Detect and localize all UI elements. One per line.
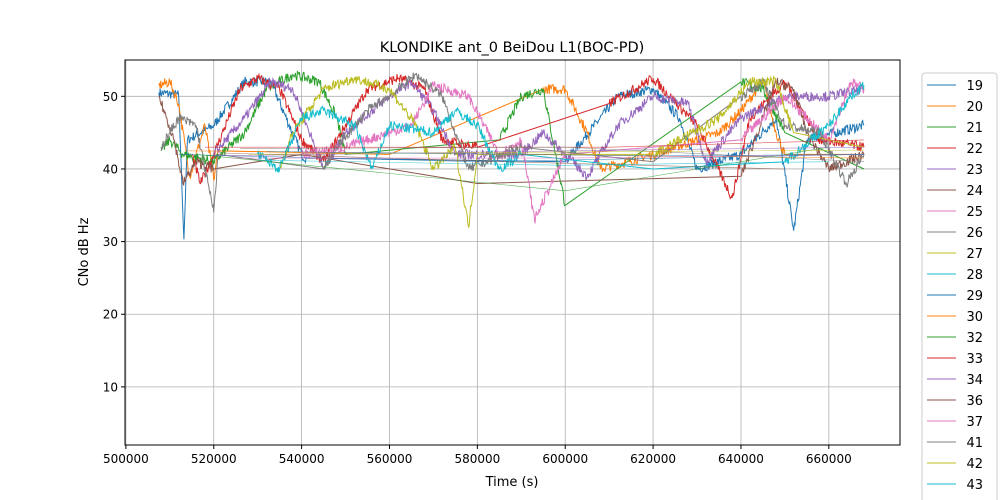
legend-label: 27 [966, 247, 983, 262]
y-tick-label: 30 [103, 235, 118, 249]
legend-label: 26 [966, 226, 983, 241]
x-tick-label: 660000 [806, 452, 852, 466]
y-tick-label: 10 [103, 380, 118, 394]
series-line-41 [240, 146, 865, 162]
x-tick-label: 600000 [542, 452, 588, 466]
legend-label: 43 [966, 478, 983, 493]
axes-frame [124, 59, 901, 446]
ticks: 500000 520000 540000 560000 580000 600000 6200… [103, 90, 852, 466]
grid [125, 60, 900, 445]
series-line-19 [158, 76, 865, 240]
series-line-22 [191, 72, 865, 200]
x-tick-label: 540000 [279, 452, 325, 466]
series-line-32 [196, 146, 829, 192]
legend-label: 32 [966, 331, 983, 346]
legend-label: 37 [966, 415, 983, 430]
legend-label: 20 [966, 100, 983, 115]
legend-label: 21 [966, 121, 983, 136]
y-tick-label: 40 [103, 162, 118, 176]
x-tick-label: 500000 [103, 452, 149, 466]
plot-area [158, 70, 865, 240]
legend-box [921, 72, 998, 500]
series-line-42 [248, 149, 865, 155]
legend-label: 33 [966, 352, 983, 367]
series-line-37 [231, 154, 865, 159]
legend-label: 25 [966, 205, 983, 220]
series-line-23 [213, 76, 865, 181]
legend-label: 36 [966, 394, 983, 409]
x-tick-label: 620000 [630, 452, 676, 466]
y-tick-label: 20 [103, 308, 118, 322]
series-line-24 [158, 77, 865, 186]
series-line-34 [213, 146, 865, 157]
legend-label: 30 [966, 310, 983, 325]
legend-label: 24 [966, 184, 983, 199]
x-tick-label: 640000 [718, 452, 764, 466]
y-tick-label: 50 [103, 90, 118, 104]
x-tick-label: 520000 [191, 452, 237, 466]
series-line-43 [257, 159, 829, 166]
legend-label: 23 [966, 163, 983, 178]
chart-title: KLONDIKE ant_0 BeiDou L1(BOC-PD) [380, 40, 645, 56]
x-tick-label: 580000 [454, 452, 500, 466]
legend: 19 20 21 22 23 24 25 26 27 28 29 30 32 33 34 36 37 41 42 43… [921, 72, 998, 500]
y-axis-label: CNo dB Hz [77, 217, 92, 286]
legend-label: 29 [966, 289, 983, 304]
x-tick-label: 560000 [367, 452, 413, 466]
legend-label: 34 [966, 373, 983, 388]
series-line-28 [257, 81, 865, 173]
series-line-33 [205, 139, 865, 148]
legend-label: 42 [966, 457, 983, 472]
legend-label: 28 [966, 268, 983, 283]
series-line-25 [301, 78, 865, 224]
legend-label: 22 [966, 142, 983, 157]
legend-label: 19 [966, 79, 983, 94]
series-line-36 [222, 152, 785, 170]
series-line-44 [266, 151, 865, 157]
series-line-26 [160, 72, 865, 213]
x-axis-label: Time (s) [485, 475, 539, 490]
legend-label: 41 [966, 436, 983, 451]
